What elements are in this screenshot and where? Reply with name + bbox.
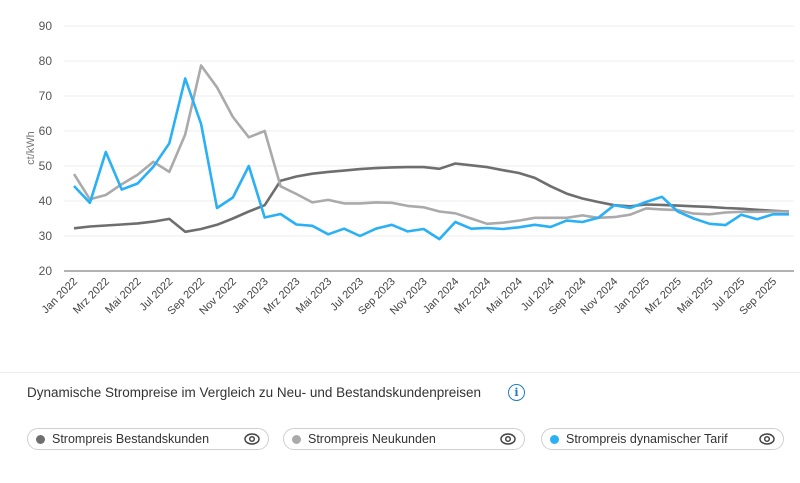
y-tick-label: 90 — [39, 19, 53, 33]
y-tick-label: 20 — [39, 264, 53, 278]
legend-label: Strompreis dynamischer Tarif — [566, 432, 728, 446]
info-icon[interactable]: i — [508, 384, 525, 401]
legend-dot — [36, 434, 45, 444]
divider — [0, 372, 800, 373]
y-tick-label: 80 — [39, 54, 53, 68]
y-tick-label: 60 — [39, 124, 53, 138]
legend-item-bestandskunden[interactable]: Strompreis Bestandskunden — [27, 428, 269, 450]
section-title: Dynamische Strompreise im Vergleich zu N… — [27, 385, 481, 400]
eye-icon[interactable] — [759, 433, 775, 445]
legend-dot — [550, 434, 559, 444]
y-tick-label: 50 — [39, 159, 53, 173]
legend-dot — [292, 434, 301, 444]
eye-icon[interactable] — [244, 433, 260, 445]
series-line-3 — [73, 77, 789, 241]
legend-item-neukunden[interactable]: Strompreis Neukunden — [283, 428, 525, 450]
y-tick-label: 30 — [39, 229, 53, 243]
legend-label: Strompreis Neukunden — [308, 432, 436, 446]
eye-icon[interactable] — [500, 433, 516, 445]
series-line-1 — [73, 162, 790, 234]
legend-label: Strompreis Bestandskunden — [52, 432, 210, 446]
y-tick-label: 40 — [39, 194, 53, 208]
legend-item-dynamischer-tarif[interactable]: Strompreis dynamischer Tarif — [541, 428, 784, 450]
y-axis-label: ct/kWh — [25, 131, 37, 165]
y-tick-label: 70 — [39, 89, 53, 103]
